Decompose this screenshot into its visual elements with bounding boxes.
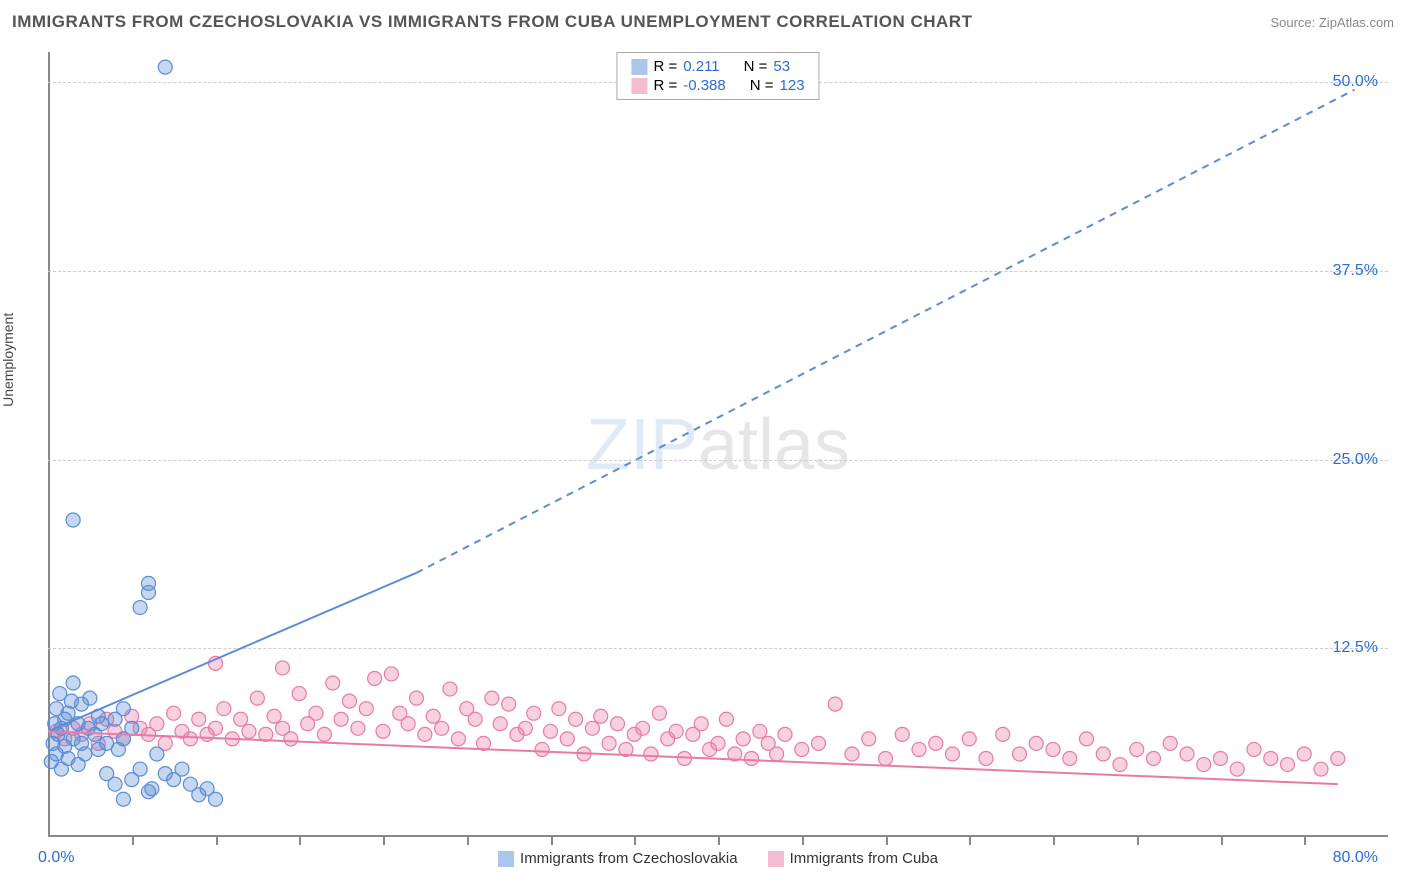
xmax-label: 80.0% [1333, 849, 1378, 867]
origin-label: 0.0% [38, 849, 74, 867]
r-label-czech: R = [653, 58, 677, 75]
chart-title: IMMIGRANTS FROM CZECHOSLOVAKIA VS IMMIGR… [12, 12, 972, 32]
swatch-cuba-icon [768, 851, 784, 867]
legend-row-cuba: R = -0.388 N = 123 [631, 76, 804, 95]
correlation-legend: R = 0.211 N = 53 R = -0.388 N = 123 [616, 52, 819, 100]
swatch-czech [631, 59, 647, 75]
r-label-cuba: R = [653, 77, 677, 94]
n-label-cuba: N = [750, 77, 774, 94]
n-label-czech: N = [744, 58, 768, 75]
swatch-cuba [631, 78, 647, 94]
swatch-czech-icon [498, 851, 514, 867]
legend-row-czech: R = 0.211 N = 53 [631, 57, 804, 76]
series-legend: Immigrants from Czechoslovakia Immigrant… [498, 850, 938, 867]
legend-label-czech: Immigrants from Czechoslovakia [520, 850, 738, 867]
legend-label-cuba: Immigrants from Cuba [790, 850, 938, 867]
legend-item-czech: Immigrants from Czechoslovakia [498, 850, 738, 867]
r-value-czech: 0.211 [683, 58, 719, 75]
n-value-cuba: 123 [780, 77, 805, 94]
r-value-cuba: -0.388 [683, 77, 726, 94]
chart-area: ZIPatlas 12.5%25.0%37.5%50.0% 0.0% 80.0%… [48, 52, 1388, 837]
y-axis-label: Unemployment [0, 313, 16, 407]
legend-item-cuba: Immigrants from Cuba [768, 850, 938, 867]
n-value-czech: 53 [773, 58, 790, 75]
plot-svg [48, 52, 1388, 837]
source-attribution: Source: ZipAtlas.com [1270, 15, 1394, 30]
